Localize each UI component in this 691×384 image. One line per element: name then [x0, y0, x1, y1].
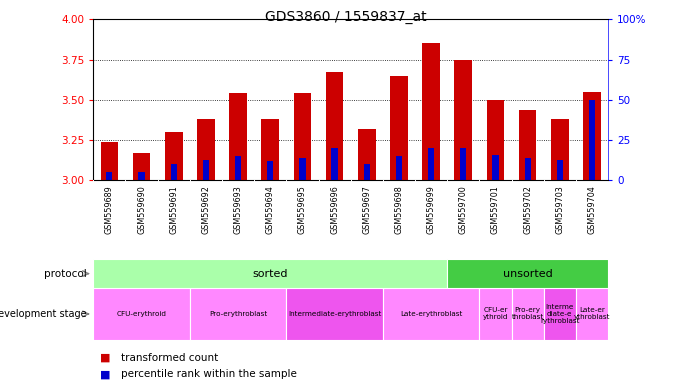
Bar	[202, 159, 209, 180]
Bar	[133, 153, 151, 180]
Text: ■: ■	[100, 353, 111, 363]
Bar	[93, 288, 190, 340]
Bar	[455, 60, 472, 180]
Text: Interme
diate-e
rythroblast: Interme diate-e rythroblast	[540, 304, 580, 324]
Text: percentile rank within the sample: percentile rank within the sample	[121, 369, 297, 379]
Bar	[576, 288, 608, 340]
Bar	[480, 288, 511, 340]
Text: GSM559694: GSM559694	[266, 185, 275, 234]
Text: Pro-ery
throblast: Pro-ery throblast	[511, 308, 544, 320]
Bar	[261, 119, 279, 180]
Bar	[267, 161, 274, 180]
Text: Intermediate-erythroblast: Intermediate-erythroblast	[288, 311, 381, 317]
Text: GSM559697: GSM559697	[362, 185, 371, 234]
Bar	[299, 158, 305, 180]
Text: GSM559691: GSM559691	[169, 185, 178, 234]
Text: GSM559703: GSM559703	[556, 185, 565, 234]
Text: GSM559700: GSM559700	[459, 185, 468, 234]
Text: development stage: development stage	[0, 309, 86, 319]
Bar	[235, 156, 241, 180]
Bar	[165, 132, 182, 180]
Text: GSM559704: GSM559704	[587, 185, 596, 234]
Bar	[325, 73, 343, 180]
Bar	[524, 158, 531, 180]
Bar	[589, 100, 595, 180]
Bar	[332, 148, 338, 180]
Bar	[190, 288, 286, 340]
Bar	[229, 93, 247, 180]
Text: GSM559698: GSM559698	[395, 185, 404, 234]
Bar	[286, 288, 383, 340]
Text: Late-erythroblast: Late-erythroblast	[400, 311, 462, 317]
Text: GSM559702: GSM559702	[523, 185, 532, 234]
Bar	[557, 159, 563, 180]
Text: GSM559689: GSM559689	[105, 185, 114, 234]
Text: GSM559692: GSM559692	[201, 185, 210, 234]
Text: ■: ■	[100, 369, 111, 379]
Text: GSM559701: GSM559701	[491, 185, 500, 234]
Text: GSM559696: GSM559696	[330, 185, 339, 234]
Text: Pro-erythroblast: Pro-erythroblast	[209, 311, 267, 317]
Text: sorted: sorted	[252, 268, 288, 279]
Text: transformed count: transformed count	[121, 353, 218, 363]
Bar	[358, 129, 376, 180]
Bar	[100, 142, 118, 180]
Text: CFU-erythroid: CFU-erythroid	[117, 311, 167, 317]
Text: GSM559693: GSM559693	[234, 185, 243, 234]
Bar	[493, 155, 499, 180]
Text: Late-er
ythroblast: Late-er ythroblast	[574, 308, 610, 320]
Bar	[544, 288, 576, 340]
Bar	[551, 119, 569, 180]
Text: unsorted: unsorted	[503, 268, 553, 279]
Bar	[363, 164, 370, 180]
Bar	[428, 148, 434, 180]
Bar	[390, 76, 408, 180]
Bar	[583, 92, 601, 180]
Bar	[422, 43, 440, 180]
Bar	[447, 259, 608, 288]
Bar	[383, 288, 480, 340]
Text: GSM559699: GSM559699	[426, 185, 435, 234]
Text: CFU-er
ythroid: CFU-er ythroid	[483, 308, 508, 320]
Bar	[294, 93, 311, 180]
Bar	[511, 288, 544, 340]
Bar	[486, 100, 504, 180]
Text: GSM559695: GSM559695	[298, 185, 307, 234]
Text: GSM559690: GSM559690	[137, 185, 146, 234]
Bar	[396, 156, 402, 180]
Bar	[460, 148, 466, 180]
Bar	[106, 172, 113, 180]
Bar	[171, 164, 177, 180]
Text: protocol: protocol	[44, 268, 86, 279]
Bar	[138, 172, 144, 180]
Bar	[197, 119, 215, 180]
Bar	[519, 109, 536, 180]
Text: GDS3860 / 1559837_at: GDS3860 / 1559837_at	[265, 10, 426, 23]
Bar	[93, 259, 447, 288]
